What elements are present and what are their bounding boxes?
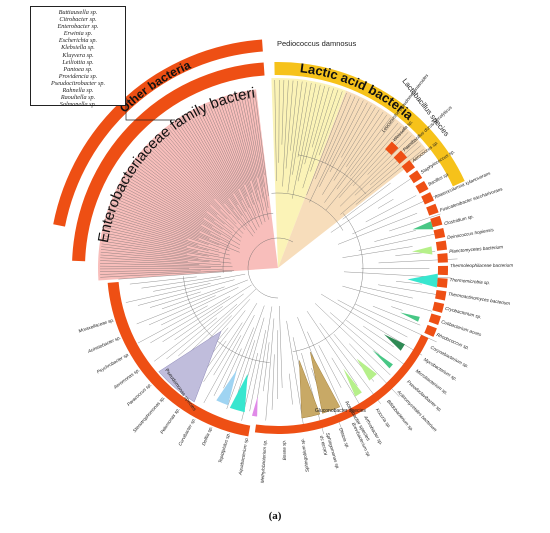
tip-marker-arc [432,302,444,313]
branch-line [391,307,402,311]
branch-line [138,306,208,343]
green-clade-wedge-7 [413,221,434,229]
tip-marker-arc [437,278,448,288]
sky-clade-wedge [216,370,236,405]
legend-item: Kluyvera sp. [31,52,125,59]
legend-item: Klebsiella sp. [31,44,125,51]
tip-marker-arc [426,204,439,216]
legend-item: Citrobacter sp. [31,16,125,23]
tip-marker-arc [435,290,446,300]
tip-marker-arc [429,313,441,325]
branch-line [289,374,292,405]
branch-line [263,342,269,391]
branch-line [338,300,408,337]
legend-item: Pseudocitrobacter sp. [31,80,125,87]
branch-line [342,246,412,257]
branch-line [214,315,254,396]
legend-item: Rahnella sp. [31,87,125,94]
bottom-tip-label: Stenotrophomonas sp. [132,395,166,433]
bottom-right-tip-label: Cutibacterium acnes [441,319,483,337]
tip-marker-arc [436,241,447,251]
branch-line [378,199,393,208]
other-bacteria-legend-box: Buttiauxella sp.Citrobacter sp.Enterobac… [30,6,126,106]
bottom-tip-label: Aquabacterium sp. [237,437,249,477]
legend-item: Leiliottia sp. [31,59,125,66]
legend-item: Enterobacter sp. [31,23,125,30]
bottom-tip-label: Psychrobacter sp. [96,352,130,375]
tip-marker-arc [437,253,448,263]
bottom-tip-label: Tepidiphilus sp. [217,432,231,464]
branch-line [257,307,272,402]
tip-marker-arc [438,266,448,275]
bottom-right-tip-label: Dietzia sp. [338,427,350,449]
pediococcus-label: Pediococcus damnosus [277,39,356,48]
figure-caption: (a) [0,510,550,522]
gluconobacter-label: Gluconobacter species [315,408,366,414]
legend-item: Buttiauxella sp. [31,9,125,16]
branch-line [338,213,417,244]
branch-line [279,306,282,388]
tip-marker-arc [424,325,437,337]
right-tip-label: Deinococcus hopiensis [447,227,495,240]
bottom-tip-label: Delftia sp. [201,425,213,446]
bottom-tip-label: Bosea sp. [281,440,287,461]
branch-line [378,285,442,296]
branch-line [374,230,415,241]
branch-line [321,294,422,355]
bottom-right-tip-label: Actinomycetales bacterium [396,389,438,433]
tip-marker-arc [421,192,434,204]
branch-line [360,286,413,298]
tip-marker-arc [434,228,446,239]
pink-clade-wedge [252,396,258,416]
right-tip-label: Bacillus sp. [427,171,450,186]
right-tip-label: Thermoleophilaceae bacterium [450,263,513,268]
branch-line [342,286,432,311]
branch-line [250,330,266,411]
bottom-tip-label: Paracoccus sp. [126,382,152,407]
branch-line [315,303,390,375]
legend-item: Erwinia sp. [31,30,125,37]
legend-list: Buttiauxella sp.Citrobacter sp.Enterobac… [31,7,125,108]
branch-line [161,287,238,325]
bottom-tip-label: Moraxellaceae sp. [78,317,115,333]
branch-line [214,303,257,375]
bottom-tip-label: Methylobacterium sp. [260,439,268,483]
legend-item: Escherichia sp. [31,37,125,44]
green-clade-wedge-6 [412,246,432,254]
bottom-tip-label: Curvibacter sp. [177,417,196,447]
branch-line [190,289,256,352]
branch-line [130,277,197,284]
legend-item: Providencia sp. [31,73,125,80]
legend-item: Pantoea sp. [31,66,125,73]
branch-line [330,312,379,354]
branch-line [266,318,274,420]
right-tip-label: Clostridium sp. [444,214,475,226]
bottom-right-tip-label: Kocuria sp. [375,407,392,429]
branch-line [272,354,274,410]
right-tip-label: Thermomicrobia sp. [449,277,490,285]
right-tip-label: Planctomycetes bacterium [449,244,503,254]
bottom-tip-label: Acinetobacter sp. [86,335,121,355]
branch-line [153,274,245,291]
bottom-tip-label: Aeromonas sp. [112,367,141,390]
bottom-tip-label: Sphingobium sp. [300,438,310,473]
branch-line [366,195,416,221]
legend-item: Raoultella sp. [31,94,125,101]
legend-item: Salmonella sp. [31,101,125,108]
right-tip-label: Thermoactinomyces bacterium [448,291,511,306]
bottom-right-tip-label: Rhodococcus sp. [436,332,470,350]
green-clade-wedge-3 [372,350,393,368]
green-clade-wedge-5 [400,312,420,321]
bottom-right-tip-label: Cryobacterium sp. [445,306,482,320]
branch-line [163,285,252,342]
bottom-tip-label: Pelomonas sp. [159,407,180,435]
